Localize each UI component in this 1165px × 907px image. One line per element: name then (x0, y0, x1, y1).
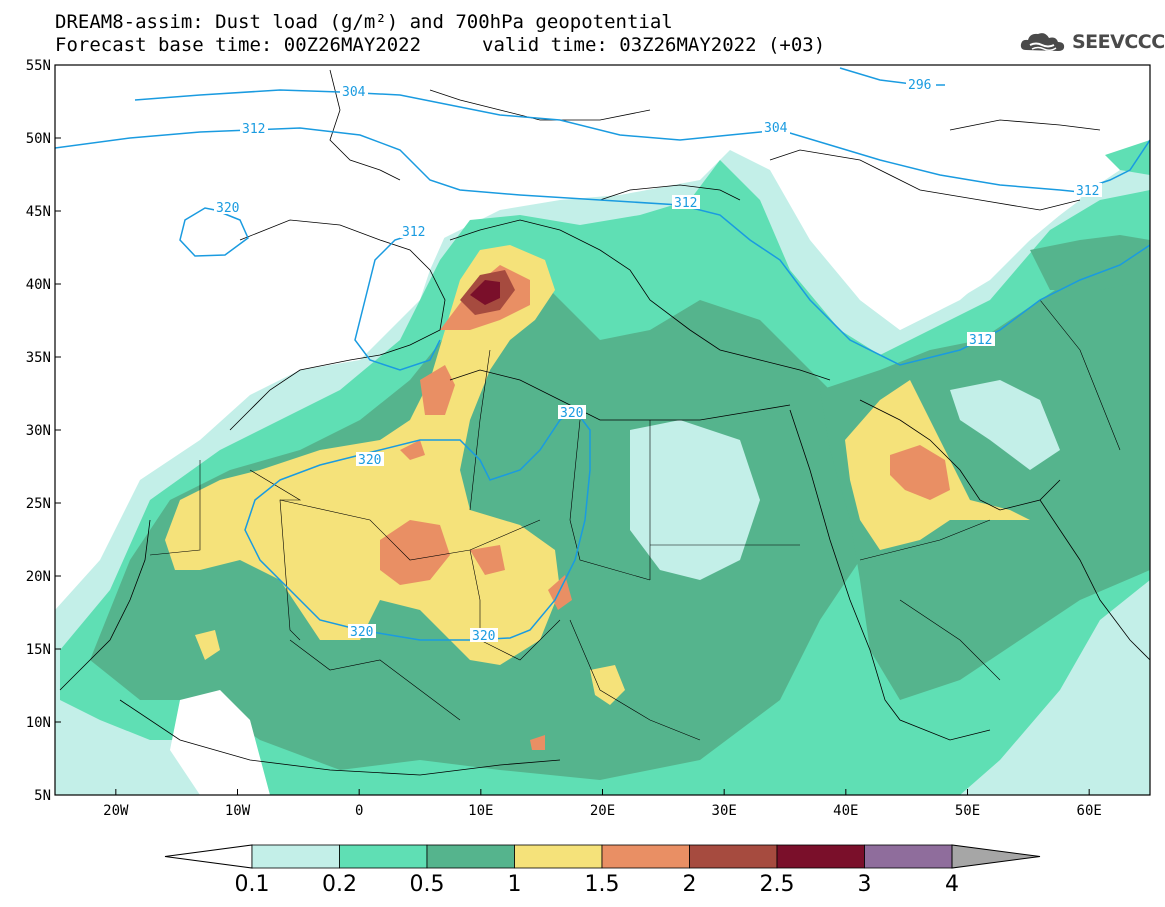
lon-label: 10E (468, 803, 493, 819)
lon-label: 30E (712, 803, 737, 819)
colorbar-min-triangle (164, 844, 253, 869)
colorbar-label: 1.5 (584, 872, 620, 897)
colorbar-max-triangle (951, 844, 1041, 869)
lon-label: 20W (103, 803, 129, 819)
contour-label-312-west: 312 (242, 122, 265, 137)
contour-label-304-west: 304 (342, 85, 366, 100)
colorbar-label: 0.1 (234, 872, 270, 897)
contour-label-304-east: 304 (764, 121, 788, 136)
colorbar-segment (601, 844, 690, 869)
lon-label: 20E (590, 803, 615, 819)
lat-label: 20N (26, 569, 51, 585)
contour-label-296: 296 (908, 78, 931, 93)
cloud-icon (1020, 33, 1065, 52)
contour-label-320-sahel-west: 320 (350, 625, 373, 640)
colorbar-label: 1 (507, 872, 522, 897)
no-dust-areas (55, 65, 1150, 795)
lon-label: 0 (355, 803, 363, 819)
borders (149, 299, 1121, 741)
colorbar (164, 844, 1041, 869)
colorbar-segment (864, 844, 953, 869)
contour-label-320-atlantic: 320 (216, 201, 239, 216)
lat-label: 30N (26, 423, 51, 439)
contour-label-320-algeria: 320 (358, 453, 381, 468)
lon-label: 60E (1077, 803, 1102, 819)
lat-label: 55N (26, 58, 51, 74)
lat-label: 40N (26, 277, 51, 293)
seevccc-logo: SEEVCCC (1018, 29, 1165, 55)
contour-label-312-central: 312 (674, 196, 697, 211)
contour-label-320-sahel-east: 320 (472, 629, 495, 644)
lat-label: 10N (26, 715, 51, 731)
contour-labels: 304 296 312 304 312 312 320 320 320 320 … (214, 77, 1102, 644)
logo-text: SEEVCCC (1072, 31, 1165, 53)
lon-label: 10W (225, 803, 251, 819)
lat-label: 5N (34, 788, 51, 804)
forecast-base-time: Forecast base time: 00Z26MAY2022 (55, 34, 422, 56)
geopotential-contours (55, 67, 1150, 641)
valid-time: valid time: 03Z26MAY2022 (+03) (482, 34, 826, 56)
map-panel: 304 296 312 304 312 312 320 320 320 320 … (55, 65, 1150, 795)
latitude-axis: 55N 50N 45N 40N 35N 30N 25N 20N 15N 10N 5N (26, 58, 61, 804)
dust-layer-2.5 (470, 280, 500, 305)
colorbar-label: 0.5 (409, 872, 445, 897)
colorbar-segment (689, 844, 778, 869)
colorbar-label: 3 (857, 872, 872, 897)
lon-label: 40E (833, 803, 858, 819)
contour-label-312-caspian: 312 (1076, 184, 1099, 199)
contour-label-312-arabia: 312 (969, 333, 992, 348)
longitude-axis: 20W 10W 0 10E 20E 30E 40E 50E 60E (103, 789, 1102, 819)
lat-label: 25N (26, 496, 51, 512)
colorbar-segment (514, 844, 603, 869)
lat-label: 35N (26, 350, 51, 366)
lat-label: 45N (26, 204, 51, 220)
clear-areas (630, 380, 1060, 580)
colorbar-segment (776, 844, 865, 869)
lon-label: 50E (955, 803, 980, 819)
contour-label-320-libya: 320 (560, 406, 583, 421)
map-title: DREAM8-assim: Dust load (g/m²) and 700hP… (55, 11, 673, 33)
colorbar-label: 0.2 (322, 872, 357, 897)
coastlines (59, 69, 1150, 776)
contour-label-312-iberia: 312 (402, 225, 425, 240)
colorbar-segment (426, 844, 515, 869)
colorbar-label: 2.5 (759, 872, 795, 897)
colorbar-label: 2 (682, 872, 697, 897)
colorbar-segment (339, 844, 428, 869)
colorbar-segment (251, 844, 340, 869)
lat-label: 50N (26, 131, 51, 147)
lat-label: 15N (26, 642, 51, 658)
colorbar-label: 4 (945, 872, 959, 897)
